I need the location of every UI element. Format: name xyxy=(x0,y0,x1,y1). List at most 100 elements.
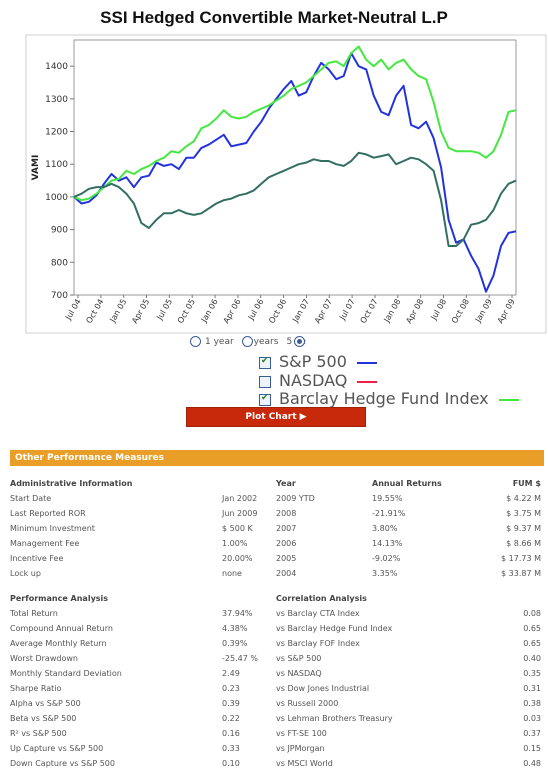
admin-value: 1.00% xyxy=(222,539,248,548)
col-returns-heading: Annual Returns xyxy=(372,479,442,488)
annual-year: 2004 xyxy=(276,569,297,578)
period-label: years xyxy=(253,337,279,347)
analysis-value: 0.22 xyxy=(222,714,240,723)
annual-year: 2007 xyxy=(276,524,297,533)
correlation-label: vs Barclay Hedge Fund Index xyxy=(276,624,393,633)
annual-year: 2009 YTD xyxy=(276,494,315,503)
correlation-label: vs S&P 500 xyxy=(276,654,322,663)
series-line-ssi-hedged-convertible xyxy=(73,151,517,247)
admin-label: Last Reported ROR xyxy=(10,509,86,518)
analysis-value: 0.10 xyxy=(222,759,240,768)
col-fum-heading: FUM $ xyxy=(512,479,541,488)
correlation-label: vs Lehman Brothers Treasury xyxy=(276,714,393,723)
admin-label: Management Fee xyxy=(10,539,80,548)
analysis-value: 37.94% xyxy=(222,609,253,618)
admin-label: Minimum Investment xyxy=(10,524,95,533)
analysis-label: R² vs S&P 500 xyxy=(10,729,67,738)
analysis-label: Up Capture vs S&P 500 xyxy=(10,744,104,753)
legend-swatch xyxy=(498,398,519,401)
y-tick-label: 1000 xyxy=(45,193,68,203)
annual-return: 19.55% xyxy=(372,494,403,503)
legend-barclay[interactable]: Barclay Hedge Fund Index xyxy=(259,389,519,408)
admin-label: Lock up xyxy=(10,569,41,578)
period-label: 1 year xyxy=(205,337,234,347)
correlation-value: 0.65 xyxy=(523,639,541,648)
analysis-label: Worst Drawdown xyxy=(10,654,78,663)
analysis-value: -25.47 % xyxy=(222,654,258,663)
analysis-value: 4.38% xyxy=(222,624,248,633)
correlation-value: 0.48 xyxy=(523,759,541,768)
legend-label: S&P 500 xyxy=(279,352,347,371)
analysis-value: 0.16 xyxy=(222,729,240,738)
chart-frame xyxy=(25,34,547,334)
correlation-value: 0.37 xyxy=(523,729,541,738)
y-tick-label: 1200 xyxy=(45,128,68,138)
correlation-value: 0.15 xyxy=(523,744,541,753)
y-tick-label: 800 xyxy=(51,258,68,268)
plot-chart-button[interactable]: Plot Chart ▶ xyxy=(186,407,366,427)
analysis-heading: Performance Analysis xyxy=(10,594,109,603)
section-header: Other Performance Measures xyxy=(10,450,544,466)
correlation-label: vs Barclay FOF Index xyxy=(276,639,360,648)
annual-year: 2005 xyxy=(276,554,297,563)
radio-selected-icon[interactable] xyxy=(293,336,305,347)
analysis-value: 2.49 xyxy=(222,669,240,678)
checkbox-checked-icon[interactable] xyxy=(259,393,271,406)
y-tick-label: 1300 xyxy=(45,95,68,105)
y-tick-label: 700 xyxy=(51,291,68,301)
period-option-5-years[interactable]: 5 ye xyxy=(286,336,308,347)
legend-swatch xyxy=(356,361,377,364)
legend-label: Barclay Hedge Fund Index xyxy=(279,389,489,408)
annual-return: 3.35% xyxy=(372,569,398,578)
admin-value: Jun 2009 xyxy=(222,509,258,518)
checkbox-checked-icon[interactable] xyxy=(259,356,271,369)
legend-label: NASDAQ xyxy=(279,371,348,390)
annual-fum: $ 8.66 M xyxy=(506,539,541,548)
legend-sp500[interactable]: S&P 500 xyxy=(259,352,377,371)
annual-year: 2008 xyxy=(276,509,297,518)
analysis-label: Compound Annual Return xyxy=(10,624,113,633)
analysis-value: 0.39% xyxy=(222,639,248,648)
annual-return: -21.91% xyxy=(372,509,406,518)
analysis-label: Beta vs S&P 500 xyxy=(10,714,77,723)
correlation-label: vs NASDAQ xyxy=(276,669,322,678)
admin-value: Jan 2002 xyxy=(222,494,258,503)
y-tick-label: 1100 xyxy=(45,160,68,170)
correlation-value: 0.40 xyxy=(523,654,541,663)
radio-icon[interactable] xyxy=(190,336,201,347)
period-option-3-years[interactable]: years xyxy=(241,336,279,347)
admin-label: Incentive Fee xyxy=(10,554,64,563)
analysis-value: 0.39 xyxy=(222,699,240,708)
annual-fum: $ 3.75 M xyxy=(506,509,541,518)
admin-value: $ 500 K xyxy=(222,524,253,533)
correlation-value: 0.08 xyxy=(523,609,541,618)
legend-swatch xyxy=(357,380,378,383)
y-tick-label: 900 xyxy=(51,226,68,236)
annual-fum: $ 17.73 M xyxy=(501,554,541,563)
annual-fum: $ 9.37 M xyxy=(506,524,541,533)
analysis-label: Average Monthly Return xyxy=(10,639,107,648)
correlation-value: 0.31 xyxy=(523,684,541,693)
correlation-label: vs JPMorgan xyxy=(276,744,325,753)
correlation-label: vs Russell 2000 xyxy=(276,699,339,708)
period-selector: 1 year years 5 ye xyxy=(190,336,317,347)
analysis-value: 0.33 xyxy=(222,744,240,753)
correlation-label: vs Barclay CTA Index xyxy=(276,609,360,618)
radio-icon[interactable] xyxy=(241,336,253,347)
legend-nasdaq[interactable]: NASDAQ xyxy=(259,371,378,390)
correlation-label: vs Dow Jones Industrial xyxy=(276,684,370,693)
analysis-label: Down Capture vs S&P 500 xyxy=(10,759,115,768)
col-year-heading: Year xyxy=(276,479,296,488)
annual-year: 2006 xyxy=(276,539,297,548)
analysis-value: 0.23 xyxy=(222,684,240,693)
correlation-value: 0.35 xyxy=(523,669,541,678)
checkbox-unchecked-icon[interactable] xyxy=(259,375,271,388)
period-option-1-year[interactable]: 1 year xyxy=(190,336,234,347)
correlation-label: vs FT-SE 100 xyxy=(276,729,327,738)
annual-return: -9.02% xyxy=(372,554,401,563)
analysis-label: Monthly Standard Deviation xyxy=(10,669,122,678)
y-axis-label: VAMI xyxy=(31,155,41,181)
annual-return: 3.80% xyxy=(372,524,398,533)
